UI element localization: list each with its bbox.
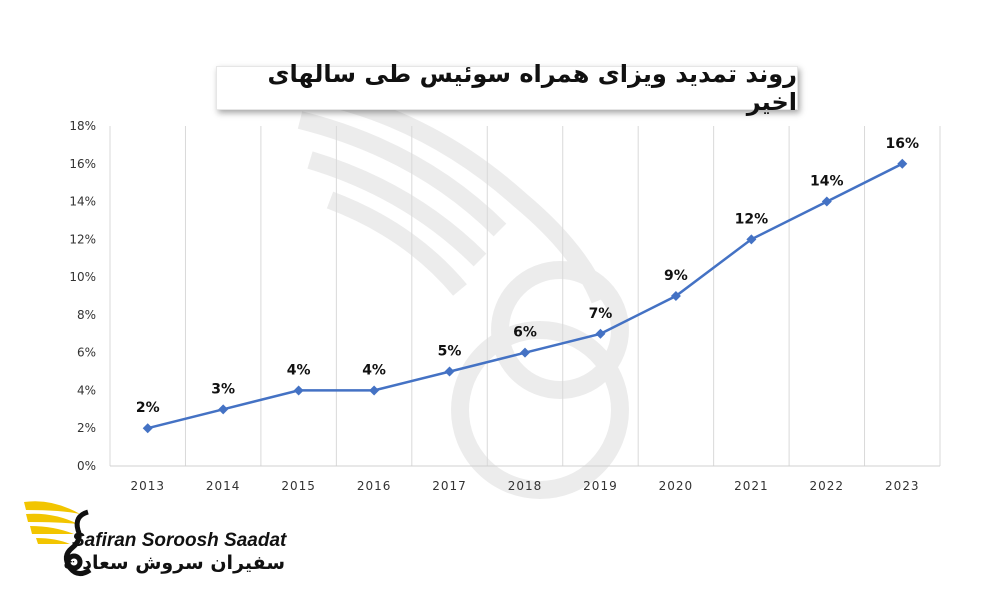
- x-tick-label: 2014: [206, 479, 241, 493]
- watermark-logo-icon: [288, 81, 629, 499]
- data-label: 9%: [664, 268, 688, 284]
- data-point-marker: [746, 234, 757, 245]
- x-tick-label: 2023: [885, 479, 920, 493]
- data-label: 3%: [211, 381, 235, 397]
- y-axis: 0% 2% 4% 6% 8% 10% 12% 14% 16% 18%: [69, 119, 96, 473]
- data-label: 14%: [810, 174, 844, 190]
- brand-name-fa: سفیران سروش سعادت: [63, 552, 285, 574]
- data-point-marker: [670, 291, 681, 301]
- x-tick-label: 2016: [357, 479, 392, 493]
- data-point-marker: [520, 347, 530, 358]
- y-tick-label: 2%: [77, 421, 96, 435]
- data-point-marker: [897, 158, 908, 169]
- data-point-marker: [821, 196, 832, 207]
- brand-logo-icon: [24, 501, 92, 576]
- y-tick-label: 0%: [77, 459, 96, 473]
- y-tick-label: 18%: [69, 119, 96, 133]
- data-point-marker: [595, 328, 606, 339]
- data-point-marker: [142, 423, 153, 434]
- data-point-marker: [444, 366, 455, 377]
- data-label: 12%: [735, 211, 769, 227]
- x-tick-label: 2015: [281, 479, 316, 493]
- y-tick-label: 10%: [69, 270, 96, 284]
- data-label: 5%: [438, 344, 462, 360]
- x-tick-label: 2020: [659, 479, 694, 493]
- data-point-marker: [369, 385, 380, 396]
- y-tick-label: 6%: [77, 346, 96, 360]
- x-tick-label: 2018: [508, 479, 543, 493]
- y-tick-label: 8%: [77, 308, 96, 322]
- brand-name-en: Safiran Soroosh Saadat: [72, 530, 287, 551]
- series-markers: [142, 158, 908, 434]
- x-tick-label: 2017: [432, 479, 467, 493]
- y-tick-label: 14%: [69, 195, 96, 209]
- x-tick-label: 2021: [734, 479, 769, 493]
- data-point-marker: [218, 404, 229, 415]
- data-label: 4%: [362, 362, 386, 378]
- x-axis: 2013 2014 2015 2016 2017 2018 2019 2020 2021 2022…: [130, 479, 920, 493]
- y-tick-label: 4%: [77, 383, 96, 397]
- data-label: 16%: [886, 136, 920, 152]
- data-labels: 2% 3% 4% 4% 5% 6% 7% 9% 12% 14% 16%: [136, 136, 919, 416]
- data-label: 6%: [513, 325, 537, 341]
- data-point-marker: [293, 385, 304, 396]
- data-label: 7%: [589, 306, 613, 322]
- data-label: 4%: [287, 362, 311, 378]
- data-label: 2%: [136, 400, 160, 416]
- y-tick-label: 12%: [69, 232, 96, 246]
- y-tick-label: 16%: [69, 157, 96, 171]
- x-tick-label: 2013: [130, 479, 165, 493]
- chart-title: روند تمدید ویزای همراه سوئیس طی سالهای ا…: [216, 60, 798, 116]
- x-tick-label: 2019: [583, 479, 618, 493]
- x-tick-label: 2022: [810, 479, 845, 493]
